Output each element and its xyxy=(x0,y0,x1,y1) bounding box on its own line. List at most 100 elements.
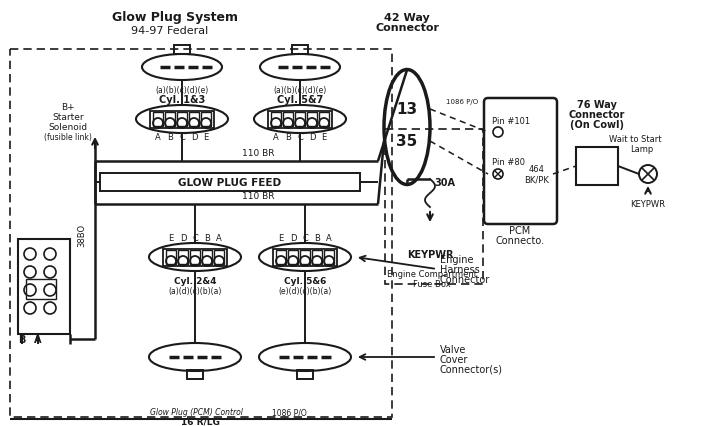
Text: C: C xyxy=(179,133,185,142)
Bar xyxy=(268,112,332,129)
Bar xyxy=(163,249,227,266)
Text: D: D xyxy=(191,133,197,142)
Text: 1086 P/O: 1086 P/O xyxy=(272,408,307,417)
Text: (a)(b)(c)(d)(e): (a)(b)(c)(d)(e) xyxy=(273,85,326,94)
Bar xyxy=(202,250,212,265)
Text: Glow Plug System: Glow Plug System xyxy=(112,12,238,24)
Text: Cyl. 5&7: Cyl. 5&7 xyxy=(277,95,323,105)
Bar xyxy=(295,113,305,127)
Bar xyxy=(271,113,281,127)
Text: Engine: Engine xyxy=(440,254,474,265)
Text: Connector: Connector xyxy=(440,274,490,284)
Text: Connecto.: Connecto. xyxy=(496,236,545,245)
Text: A: A xyxy=(216,234,222,243)
Text: D: D xyxy=(309,133,315,142)
Text: 110 BR: 110 BR xyxy=(241,192,274,201)
Bar xyxy=(201,113,211,127)
Bar xyxy=(153,113,163,127)
Text: 464: 464 xyxy=(529,165,545,174)
Text: C: C xyxy=(297,133,303,142)
Text: E: E xyxy=(204,133,208,142)
Text: B: B xyxy=(314,234,320,243)
Text: B: B xyxy=(18,334,26,344)
Bar xyxy=(288,250,298,265)
Text: B: B xyxy=(204,234,210,243)
Bar xyxy=(292,46,308,55)
Text: 35: 35 xyxy=(397,134,418,149)
Bar xyxy=(312,250,322,265)
Text: Starter: Starter xyxy=(52,113,84,122)
Text: C: C xyxy=(192,234,198,243)
Text: 30A: 30A xyxy=(435,178,456,187)
Text: D: D xyxy=(290,234,296,243)
Text: B: B xyxy=(285,133,291,142)
Bar xyxy=(174,46,190,55)
Text: (a)(b)(c)(d)(e): (a)(b)(c)(d)(e) xyxy=(155,85,208,94)
Bar xyxy=(166,250,176,265)
Text: BK/PK: BK/PK xyxy=(524,175,550,184)
Bar xyxy=(214,250,224,265)
Bar xyxy=(276,250,286,265)
Text: E: E xyxy=(279,234,284,243)
Text: Pin #80: Pin #80 xyxy=(492,158,525,167)
Text: B+: B+ xyxy=(61,103,75,112)
Text: Engine Compartment: Engine Compartment xyxy=(387,270,477,279)
Text: Cyl. 5&6: Cyl. 5&6 xyxy=(284,277,326,286)
Bar xyxy=(150,112,214,129)
Bar xyxy=(273,249,337,266)
Text: 13: 13 xyxy=(397,102,418,117)
Bar xyxy=(18,239,70,334)
Text: 1086 P/O: 1086 P/O xyxy=(446,99,478,105)
Text: Glow Plug (PCM) Control: Glow Plug (PCM) Control xyxy=(150,408,243,417)
Text: Harness: Harness xyxy=(440,265,479,274)
Bar xyxy=(189,113,199,127)
Text: Connector: Connector xyxy=(375,23,439,33)
Bar xyxy=(26,279,56,299)
Text: KEYPWR: KEYPWR xyxy=(406,249,453,259)
Text: Pin #101: Pin #101 xyxy=(492,116,530,125)
Text: Cover: Cover xyxy=(440,354,468,364)
Bar xyxy=(385,130,483,284)
Text: (a)(d)(c)(b)(a): (a)(d)(c)(b)(a) xyxy=(168,287,222,296)
Text: B: B xyxy=(167,133,173,142)
Bar xyxy=(297,370,313,379)
Text: Lamp: Lamp xyxy=(630,145,654,154)
Text: 38BO: 38BO xyxy=(77,223,86,246)
Text: Fuse Box: Fuse Box xyxy=(413,280,451,289)
Bar xyxy=(190,250,200,265)
Text: Cyl. 1&3: Cyl. 1&3 xyxy=(159,95,205,105)
Text: A: A xyxy=(273,133,279,142)
Text: Valve: Valve xyxy=(440,344,466,354)
Text: 110 BR: 110 BR xyxy=(241,149,274,158)
Text: PCM: PCM xyxy=(510,225,531,236)
Text: A: A xyxy=(326,234,332,243)
Text: 76 Way: 76 Way xyxy=(577,100,617,110)
Bar xyxy=(178,250,188,265)
Bar xyxy=(177,113,187,127)
Text: (fusible link): (fusible link) xyxy=(44,133,92,142)
Text: D: D xyxy=(180,234,186,243)
Text: A: A xyxy=(155,133,161,142)
Text: Cyl. 2&4: Cyl. 2&4 xyxy=(174,277,216,286)
Text: 42 Way: 42 Way xyxy=(384,13,430,23)
Bar xyxy=(324,250,334,265)
Text: (e)(d)(c)(b)(a): (e)(d)(c)(b)(a) xyxy=(279,287,331,296)
Text: (On Cowl): (On Cowl) xyxy=(570,120,624,130)
Text: C: C xyxy=(302,234,308,243)
Text: E: E xyxy=(322,133,326,142)
Bar xyxy=(576,148,618,186)
Text: Connector(s): Connector(s) xyxy=(440,364,503,374)
Bar xyxy=(100,173,360,192)
Text: GLOW PLUG FEED: GLOW PLUG FEED xyxy=(178,178,282,187)
Bar xyxy=(307,113,317,127)
Text: Solenoid: Solenoid xyxy=(48,123,88,132)
Bar xyxy=(283,113,293,127)
Text: E: E xyxy=(168,234,173,243)
Bar xyxy=(10,50,392,417)
Text: 94-97 Federal: 94-97 Federal xyxy=(131,26,208,36)
Bar xyxy=(165,113,175,127)
Bar xyxy=(319,113,329,127)
Text: KEYPWR: KEYPWR xyxy=(630,200,665,209)
Bar xyxy=(187,370,203,379)
Bar xyxy=(300,250,310,265)
